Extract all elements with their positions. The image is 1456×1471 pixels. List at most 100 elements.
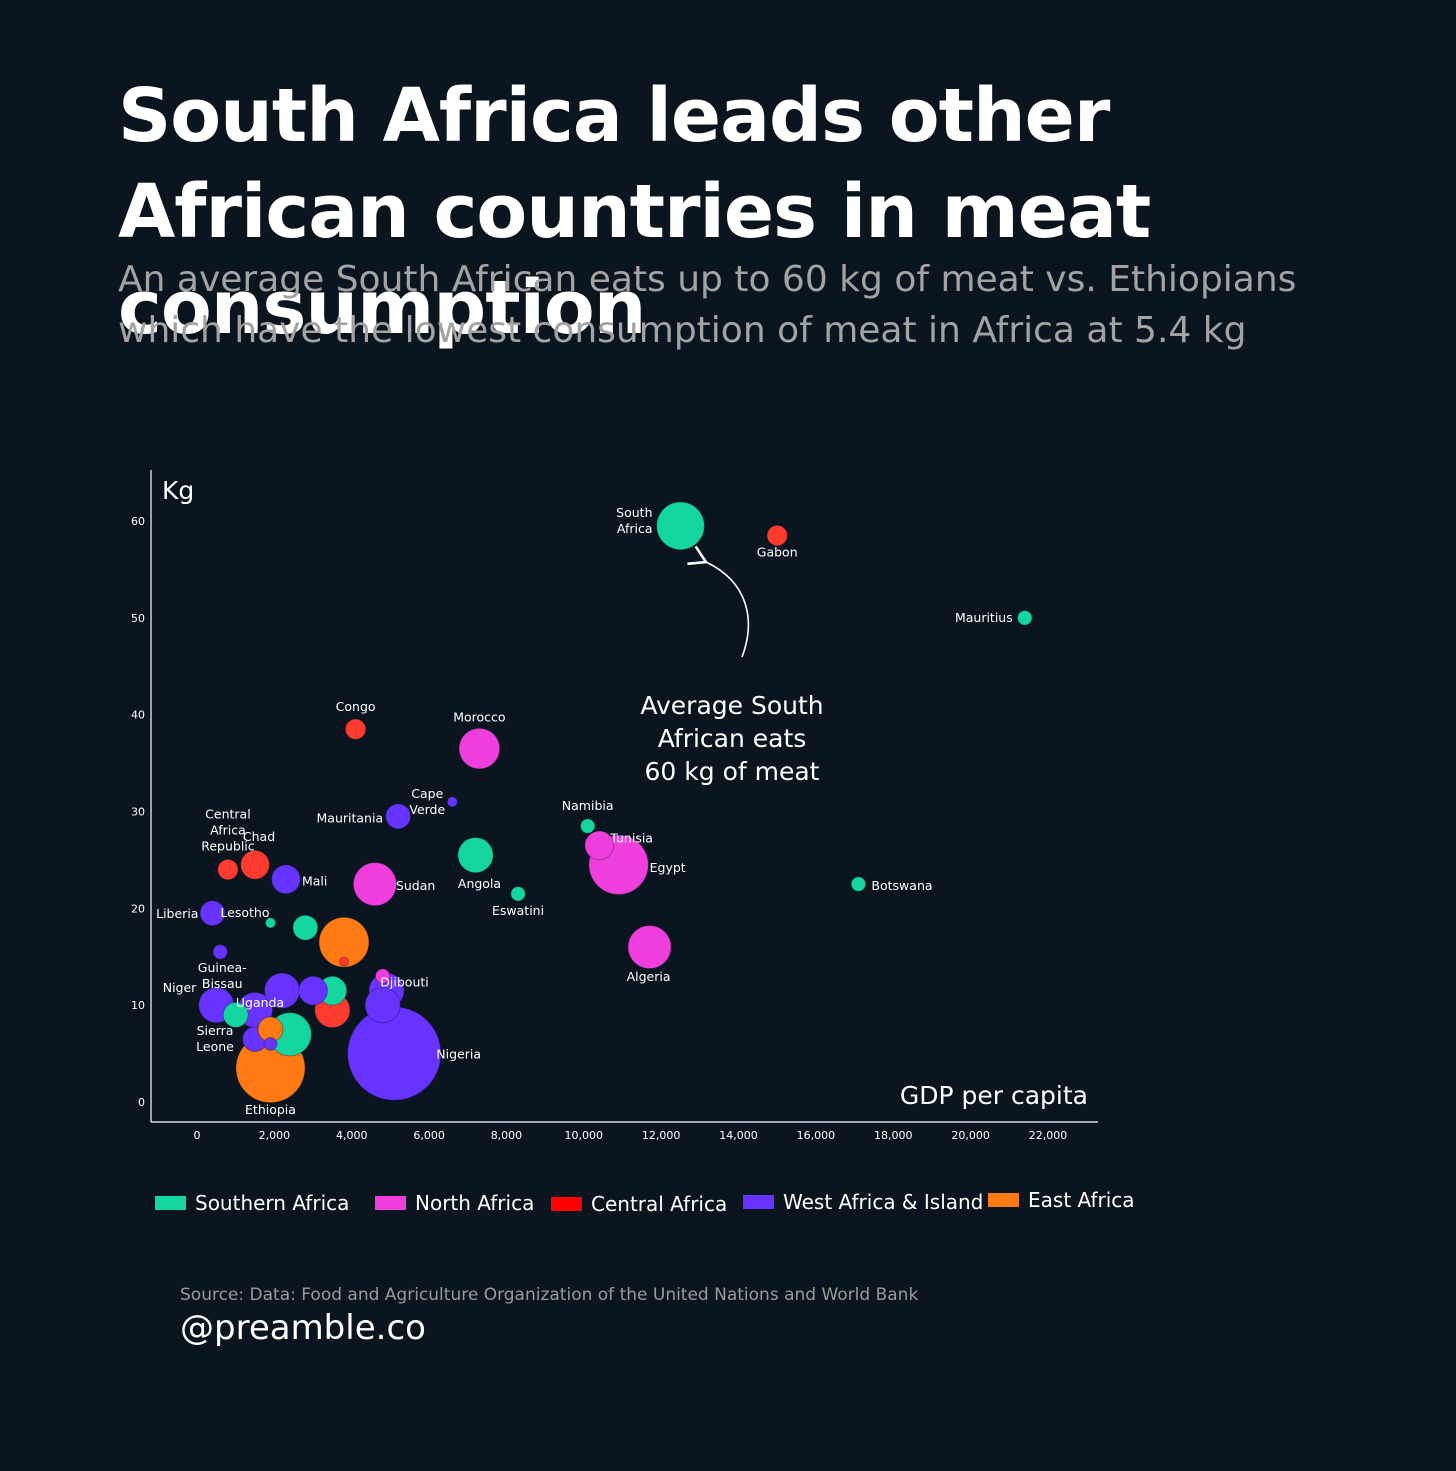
point-label: Mauritania	[317, 810, 384, 825]
x-tick-label: 16,000	[797, 1129, 836, 1142]
bubble-point	[374, 968, 391, 984]
bubble-point	[352, 862, 398, 907]
bubble-point	[766, 524, 788, 547]
bubble-point	[240, 849, 270, 880]
y-tick-label: 40	[131, 709, 145, 722]
legend-swatch	[743, 1195, 774, 1209]
bubble-point	[271, 864, 301, 895]
bubbles	[198, 501, 1033, 1104]
point-label: Bissau	[202, 976, 243, 991]
legend-swatch	[155, 1196, 186, 1210]
x-tick-label: 22,000	[1029, 1129, 1068, 1142]
point-label: Central	[205, 807, 251, 822]
x-tick-label: 0	[194, 1129, 201, 1142]
x-tick-label: 2,000	[259, 1129, 291, 1142]
bubble-point	[222, 1001, 249, 1028]
point-label: Verde	[409, 802, 445, 817]
y-tick-label: 10	[131, 999, 145, 1012]
bubble-point	[627, 924, 672, 970]
legend-label: Southern Africa	[195, 1191, 349, 1215]
bubble-point	[457, 836, 494, 874]
x-tick-label: 6,000	[413, 1129, 445, 1142]
annotation-text: 60 kg of meat	[645, 757, 820, 786]
point-labels: SouthAfricaMauritiusBotswanaNamibiaAngol…	[156, 505, 1013, 1117]
source-note: Source: Data: Food and Agriculture Organ…	[180, 1285, 919, 1305]
annotation-arrow	[687, 545, 750, 658]
bubble-point	[199, 900, 226, 927]
point-label: Djibouti	[380, 975, 428, 990]
annotation-text: African eats	[658, 724, 807, 753]
bubble-point	[263, 1036, 278, 1051]
bubble-point	[318, 916, 370, 968]
x-tick-label: 10,000	[565, 1129, 604, 1142]
point-label: Guinea-	[198, 960, 247, 975]
legend-label: West Africa & Island	[783, 1190, 983, 1214]
point-label: Gabon	[757, 545, 798, 560]
point-label: Sudan	[396, 878, 435, 893]
bubble-point	[458, 727, 501, 770]
point-label: Uganda	[236, 995, 284, 1010]
chart-title: South Africa leads other African countri…	[118, 73, 1151, 351]
point-label: Africa	[210, 823, 246, 838]
point-label: Morocco	[453, 710, 505, 725]
bubble-point	[347, 1006, 442, 1101]
bubble-point	[264, 917, 277, 929]
legend-swatch	[551, 1197, 582, 1211]
legend-label: North Africa	[415, 1191, 534, 1215]
bubble-point	[385, 803, 412, 830]
x-tick-label: 20,000	[951, 1129, 990, 1142]
bubble-point	[217, 858, 239, 881]
legend-swatch	[375, 1196, 406, 1210]
x-axis-label: GDP per capita	[900, 1081, 1088, 1110]
bubble-point	[1017, 610, 1033, 626]
x-tick-label: 18,000	[874, 1129, 913, 1142]
point-label: Tunisia	[609, 830, 653, 845]
x-tick-label: 12,000	[642, 1129, 681, 1142]
point-label: Nigeria	[436, 1047, 481, 1062]
point-label: Algeria	[627, 969, 671, 984]
bubble-chart: 0 2,000 4,000 6,000 8,000 10,000 12,000 14,000 1…	[131, 470, 1135, 1216]
x-tick-label: 8,000	[491, 1129, 523, 1142]
point-label: South	[616, 505, 652, 520]
y-tick-label: 20	[131, 902, 145, 915]
legend: Southern Africa North Africa Central Afric…	[155, 1188, 1135, 1216]
chart-subtitle: An average South African eats up to 60 k…	[118, 259, 1297, 351]
point-label: Leone	[196, 1039, 234, 1054]
y-tick-label: 30	[131, 806, 145, 819]
point-label: Angola	[458, 876, 501, 891]
y-axis-label: Kg	[162, 476, 194, 505]
bubble-point	[446, 796, 458, 808]
point-label: Chad	[243, 829, 275, 844]
point-label: Ethiopia	[245, 1102, 296, 1117]
point-label: Cape	[411, 786, 443, 801]
bubble-point	[579, 818, 596, 834]
point-label: Egypt	[650, 860, 686, 875]
bubble-point	[292, 914, 319, 941]
bubble-point	[212, 944, 228, 960]
point-label: Congo	[336, 699, 376, 714]
y-tick-label: 0	[138, 1096, 145, 1109]
y-tick-label: 50	[131, 612, 145, 625]
point-label: Lesotho	[220, 905, 269, 920]
point-label: Mauritius	[955, 610, 1013, 625]
bubble-point	[344, 718, 367, 740]
x-tick-label: 14,000	[719, 1129, 758, 1142]
bubble-point	[656, 501, 705, 551]
point-label: Niger	[163, 980, 197, 995]
y-tick-label: 60	[131, 515, 145, 528]
axes: 0 2,000 4,000 6,000 8,000 10,000 12,000 14,000 1…	[131, 470, 1098, 1142]
bubble-point	[850, 876, 867, 892]
bubble-point	[584, 830, 615, 861]
brand-handle: @preamble.co	[180, 1308, 426, 1348]
bubble-point	[510, 886, 526, 902]
legend-label: East Africa	[1028, 1188, 1135, 1212]
legend-swatch	[988, 1193, 1019, 1207]
bubble-point	[364, 987, 401, 1024]
legend-label: Central Africa	[591, 1192, 727, 1216]
bubble-point	[298, 975, 328, 1006]
point-label: Eswatini	[492, 903, 544, 918]
point-label: Republic	[201, 839, 255, 854]
x-tick-label: 4,000	[336, 1129, 368, 1142]
bubble-point	[338, 956, 349, 967]
point-label: Mali	[302, 873, 327, 888]
